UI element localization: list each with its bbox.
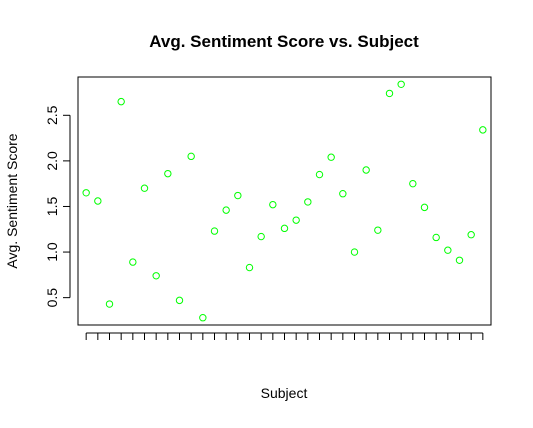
y-tick-label: 1.0 [44,242,60,262]
data-point [455,256,464,264]
data-point [82,189,90,197]
data-point [269,200,277,209]
data-point [420,203,429,212]
data-point [304,198,312,206]
data-point [315,170,324,179]
chart-title: Avg. Sentiment Score vs. Subject [149,32,419,51]
data-point [140,184,149,192]
data-point [362,166,370,174]
data-point [187,152,195,161]
data-point [94,197,102,205]
data-point [432,233,440,242]
data-point [199,314,207,322]
data-point [257,232,265,241]
data-point [374,226,382,234]
y-tick-label: 1.5 [44,197,60,217]
data-point [245,263,254,272]
data-point [350,248,359,256]
data-point [479,126,487,134]
data-point [397,80,405,88]
y-axis-label: Avg. Sentiment Score [4,133,20,268]
data-points [82,80,487,322]
x-axis-label: Subject [261,385,308,401]
y-axis: 0.5 1.0 1.5 2.0 2.5 [44,105,71,308]
data-point [280,224,289,233]
x-axis [85,332,484,340]
data-point [292,216,300,224]
data-point [164,169,172,178]
data-point [105,300,114,308]
y-tick-label: 2.0 [44,151,60,171]
data-point [234,191,242,200]
data-point [210,227,219,235]
data-point [444,246,452,254]
data-point [339,190,347,198]
y-tick-label: 0.5 [44,288,60,308]
data-point [129,258,137,266]
y-tick-label: 2.5 [44,105,60,125]
data-point [467,231,475,239]
data-point [117,97,125,106]
plot-frame [77,76,492,326]
data-point [409,179,417,188]
data-point [175,296,184,305]
data-point [152,272,160,280]
data-point [385,89,394,98]
data-point [327,153,335,161]
data-point [222,206,230,214]
